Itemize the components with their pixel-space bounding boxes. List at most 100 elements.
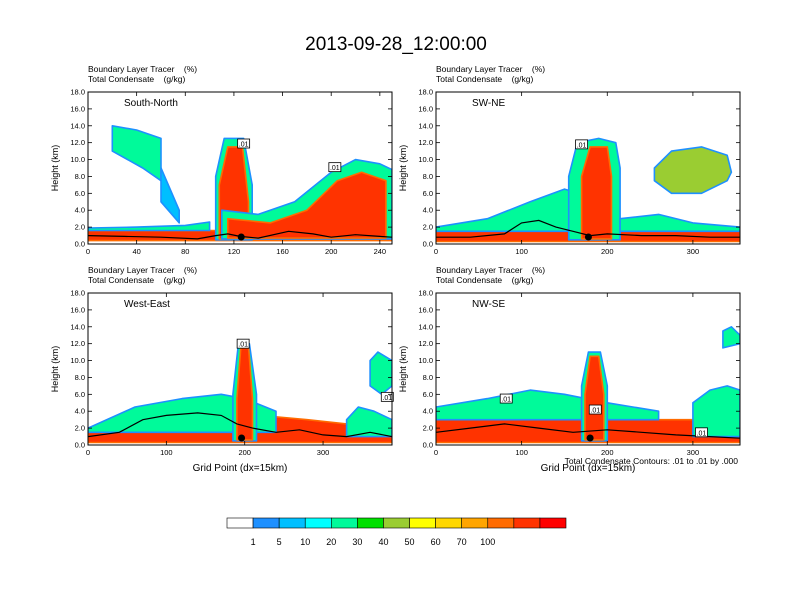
field-label: Boundary Layer Tracer (%) [88, 265, 197, 275]
y-tick-label: 10.0 [418, 356, 433, 365]
tracer-field [88, 125, 392, 242]
contour-label: .01 [239, 142, 249, 149]
tracer-region [227, 171, 387, 239]
x-tick-label: 300 [687, 448, 700, 457]
y-tick-label: 16.0 [70, 104, 85, 113]
colorbar-swatch [357, 517, 384, 529]
panel-nw-se: .01 .01 .01 0.0 2.0 4.0 6.0 8.0 10.0 12.0 14.0 16.0… [398, 265, 741, 474]
terrain-profile [88, 230, 392, 240]
tracer-region [160, 167, 180, 224]
y-tick-label: 16.0 [418, 104, 433, 113]
x-tick-label: 100 [160, 448, 173, 457]
colorbar-swatch [304, 517, 332, 529]
panel-sw-ne: .01 0.0 2.0 4.0 6.0 8.0 10.0 12.0 14.0 16.0 18.0 0 1… [398, 64, 741, 256]
field-label: Boundary Layer Tracer (%) [436, 265, 545, 275]
x-tick-label: 0 [434, 247, 438, 256]
colorbar-swatch [383, 517, 410, 529]
terrain-profile [436, 423, 740, 439]
location-marker [237, 233, 245, 241]
panel-name: South-North [124, 98, 178, 109]
figure-title: 2013-09-28_12:00:00 [305, 34, 487, 55]
y-axis-label: Height (km) [398, 346, 408, 393]
field-label: Boundary Layer Tracer (%) [88, 64, 197, 74]
y-tick-label: 2.0 [423, 223, 433, 232]
y-tick-label: 0.0 [75, 441, 85, 450]
x-axis-label: Grid Point (dx=15km) [193, 463, 288, 474]
terrain-profile [88, 412, 392, 438]
colorbar-swatch [461, 517, 489, 529]
y-tick-label: 2.0 [423, 424, 433, 433]
x-tick-label: 40 [132, 247, 140, 256]
colorbar-label: 30 [352, 537, 362, 547]
tracer-region [580, 146, 613, 240]
colorbar-swatch [513, 517, 541, 529]
contour-label: .01 [590, 408, 600, 415]
y-tick-label: 10.0 [70, 356, 85, 365]
tracer-region [369, 351, 392, 396]
contour-field-label: Total Condensate (g/kg) [88, 275, 186, 285]
x-axis-label: Grid Point (dx=15km) [541, 463, 636, 474]
colorbar-label: 50 [405, 537, 415, 547]
colorbar: 1 5 10 20 30 40 50 60 70 100 [226, 517, 567, 547]
x-tick-label: 160 [276, 247, 289, 256]
location-marker [238, 434, 246, 442]
y-axis-label: Height (km) [50, 346, 60, 393]
y-tick-label: 4.0 [423, 206, 433, 215]
y-tick-label: 14.0 [418, 322, 433, 331]
y-tick-label: 6.0 [75, 189, 85, 198]
y-axis-label: Height (km) [398, 145, 408, 192]
x-tick-label: 80 [181, 247, 189, 256]
y-tick-label: 12.0 [70, 339, 85, 348]
contour-label: .01 [501, 397, 511, 404]
plot-frame [435, 91, 741, 245]
plot-frame [435, 292, 741, 446]
y-tick-label: 6.0 [423, 390, 433, 399]
x-tick-label: 240 [374, 247, 387, 256]
location-marker [584, 233, 592, 241]
y-tick-label: 4.0 [75, 407, 85, 416]
contour-label-box [575, 139, 588, 150]
plot-frame [87, 91, 393, 245]
x-tick-label: 120 [228, 247, 241, 256]
y-tick-label: 14.0 [418, 121, 433, 130]
colorbar-label: 20 [326, 537, 336, 547]
y-tick-label: 14.0 [70, 121, 85, 130]
colorbar-swatch [226, 517, 254, 529]
panels: .01 .01 0.0 2.0 4.0 6.0 8.0 10.0 12.0 14.0 16.0 18.… [50, 64, 741, 474]
y-tick-label: 12.0 [418, 339, 433, 348]
x-tick-label: 0 [434, 448, 438, 457]
y-tick-label: 0.0 [423, 441, 433, 450]
colorbar-swatch [278, 517, 306, 529]
y-tick-label: 12.0 [70, 138, 85, 147]
colorbar-swatch [409, 517, 436, 529]
x-tick-label: 0 [86, 448, 90, 457]
contour-label: .01 [330, 165, 340, 172]
tracer-region [722, 325, 740, 349]
colorbar-swatch [252, 517, 280, 529]
colorbar-label: 10 [300, 537, 310, 547]
contour-label-box [237, 138, 251, 149]
contour-label-box [380, 391, 394, 402]
colorbar-label: 60 [431, 537, 441, 547]
y-tick-label: 10.0 [418, 155, 433, 164]
y-tick-label: 18.0 [418, 88, 433, 97]
tracer-region [584, 355, 605, 441]
y-tick-label: 4.0 [75, 206, 85, 215]
y-tick-label: 16.0 [70, 305, 85, 314]
plot-frame [87, 292, 393, 446]
x-tick-label: 300 [687, 247, 700, 256]
panel-west-east: .01 .01 0.0 2.0 4.0 6.0 8.0 10.0 12.0 14.0 16.0 18.… [50, 265, 394, 474]
colorbar-label: 1 [251, 537, 256, 547]
panel-name: NW-SE [472, 299, 505, 310]
colorbar-swatch [435, 517, 462, 529]
y-tick-label: 8.0 [75, 172, 85, 181]
y-tick-label: 10.0 [70, 155, 85, 164]
panel-south-north: .01 .01 0.0 2.0 4.0 6.0 8.0 10.0 12.0 14.0 16.0 18.… [50, 64, 393, 256]
colorbar-label: 5 [277, 537, 282, 547]
y-tick-label: 2.0 [75, 223, 85, 232]
x-tick-label: 0 [86, 247, 90, 256]
y-tick-label: 4.0 [423, 407, 433, 416]
field-label: Boundary Layer Tracer (%) [436, 64, 545, 74]
y-tick-label: 18.0 [70, 88, 85, 97]
